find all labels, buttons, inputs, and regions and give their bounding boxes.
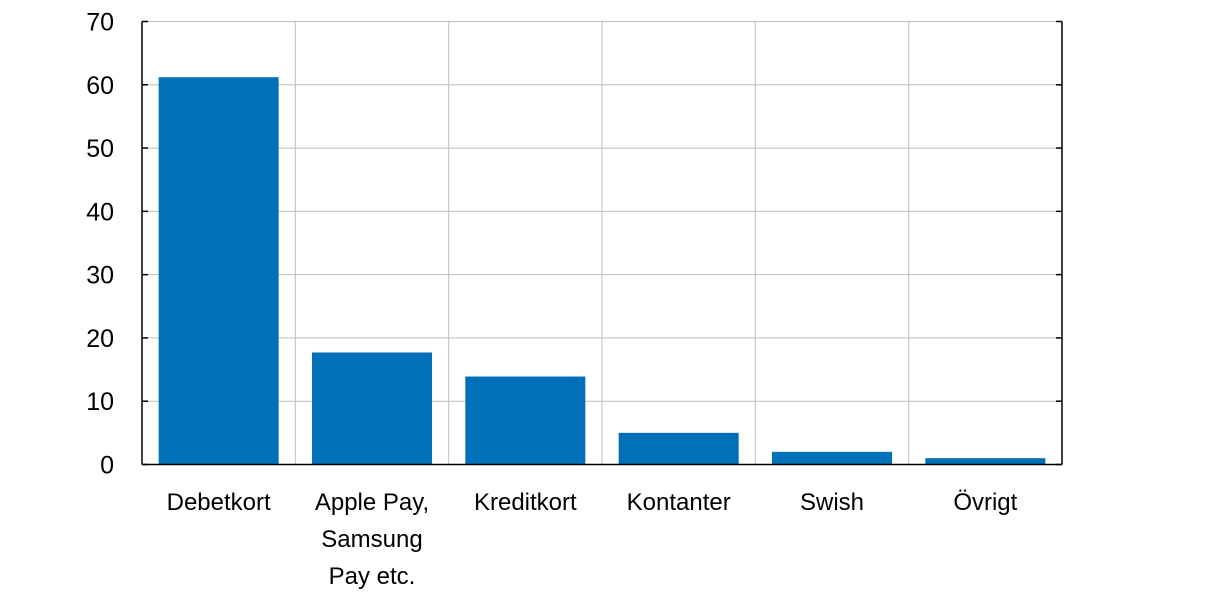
y-tick-label: 30 bbox=[86, 262, 114, 290]
x-tick-label: Swish bbox=[800, 489, 864, 516]
x-tick-label: Övrigt bbox=[953, 489, 1017, 516]
y-tick-label: 10 bbox=[86, 388, 114, 416]
x-tick-label: Debetkort bbox=[167, 489, 271, 516]
bar bbox=[312, 352, 432, 465]
y-tick-label: 20 bbox=[86, 325, 114, 353]
y-tick-label: 40 bbox=[86, 198, 114, 226]
y-tick-label: 70 bbox=[86, 9, 114, 37]
x-tick-label: Apple Pay, Samsung Pay etc. bbox=[315, 489, 429, 590]
bar bbox=[465, 376, 586, 465]
y-tick-label: 60 bbox=[86, 72, 114, 100]
y-tick-label: 50 bbox=[86, 135, 114, 163]
bar bbox=[158, 77, 279, 465]
y-tick-label: 0 bbox=[100, 452, 114, 480]
bar bbox=[618, 432, 739, 465]
bar bbox=[925, 458, 1046, 465]
x-tick-label: Kreditkort bbox=[474, 489, 577, 516]
x-tick-label: Kontanter bbox=[627, 489, 731, 516]
bar bbox=[772, 451, 892, 465]
